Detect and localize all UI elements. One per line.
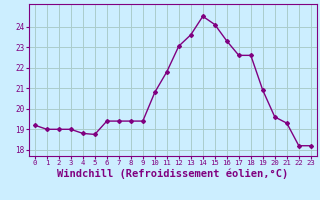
X-axis label: Windchill (Refroidissement éolien,°C): Windchill (Refroidissement éolien,°C) (57, 169, 288, 179)
